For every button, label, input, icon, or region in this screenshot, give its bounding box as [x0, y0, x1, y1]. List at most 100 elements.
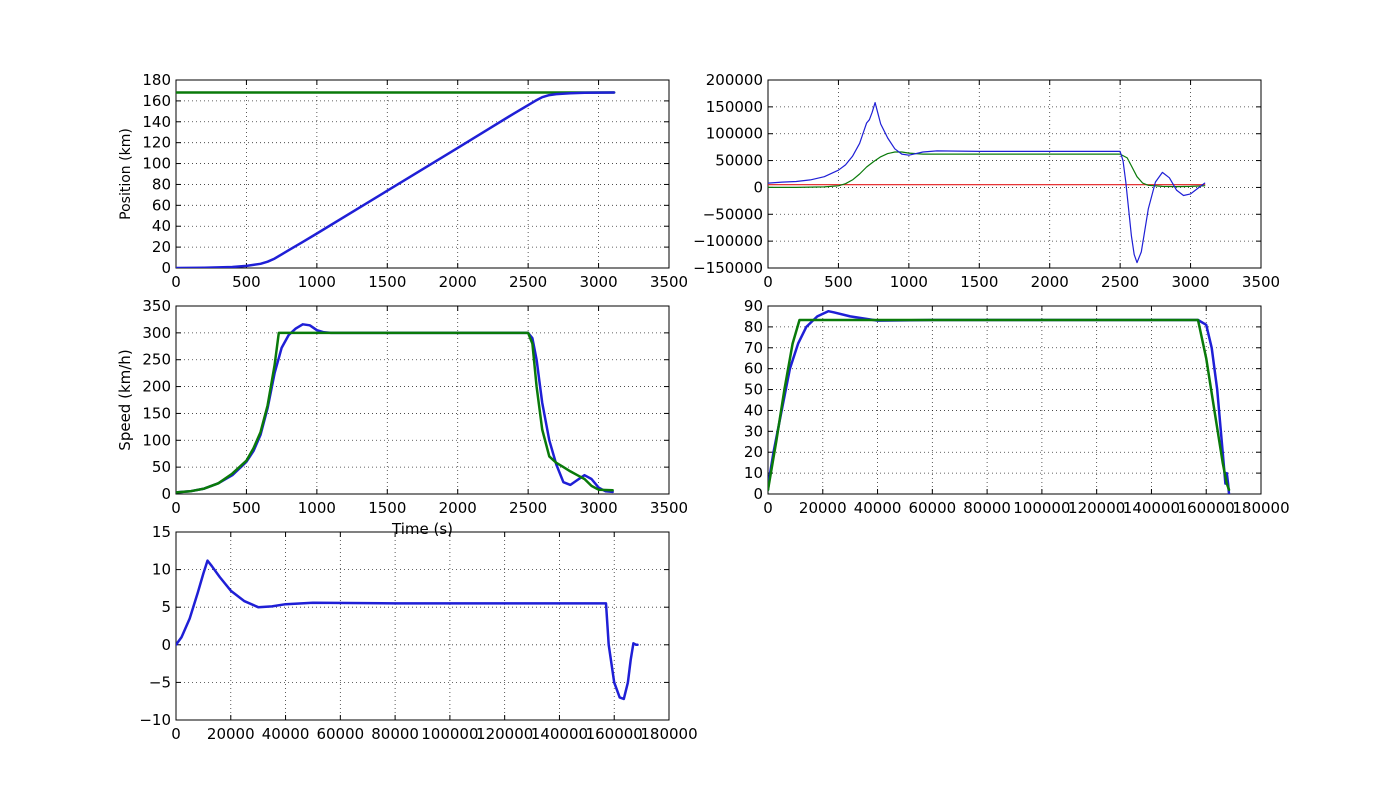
y-tick-label: 50: [152, 458, 171, 476]
series-group: [176, 559, 639, 701]
y-tick-label: 150000: [706, 98, 763, 116]
y-tick-label: 15: [152, 523, 171, 541]
x-tick-label: 180000: [640, 725, 697, 743]
y-tick-label: 0: [161, 636, 171, 654]
x-tick-label: 2000: [1031, 273, 1069, 291]
x-tick-label: 3000: [579, 273, 617, 291]
series-group: [768, 101, 1206, 264]
x-tick-label: 3500: [1242, 273, 1280, 291]
x-tick-label: 0: [171, 273, 181, 291]
y-tick-label: 160: [142, 92, 171, 110]
x-tick-label: 0: [171, 725, 181, 743]
y-tick-label: −50000: [703, 205, 763, 223]
plot-area: [175, 531, 670, 721]
plot-area: [767, 79, 1262, 269]
y-tick-label: 80: [744, 318, 763, 336]
series-line-1: [768, 318, 1231, 492]
series-line-1: [768, 151, 1206, 188]
subplot-bottom: 0 20000 40000 60000 80000 1000001200001400001…: [139, 523, 697, 743]
x-tick-label: 100000: [1013, 499, 1070, 517]
x-tick-label: 80000: [371, 725, 419, 743]
y-tick-label: 50: [744, 381, 763, 399]
y-tick-label: 10: [744, 464, 763, 482]
x-tick-label: 0: [171, 499, 181, 517]
y-tick-label: −5: [149, 673, 171, 691]
series-group: [176, 91, 616, 268]
x-tick-label: 120000: [476, 725, 533, 743]
x-tick-label: 80000: [963, 499, 1011, 517]
x-tick-label: 1500: [368, 273, 406, 291]
x-tick-label: 500: [232, 273, 261, 291]
subplot-mid-right: 0 20000 40000 60000 80000 1000001200001400001…: [744, 297, 1290, 517]
y-tick-label: 0: [161, 485, 171, 503]
x-tick-label: 0: [763, 273, 773, 291]
x-tick-label: 140000: [1123, 499, 1180, 517]
y-tick-label: −150000: [693, 259, 763, 277]
x-tick-label: 0: [763, 499, 773, 517]
series-line-2: [768, 101, 1206, 264]
y-tick-label: 70: [744, 339, 763, 357]
x-tick-label: 1500: [960, 273, 998, 291]
x-tick-label: 3500: [650, 273, 688, 291]
x-tick-label: 2500: [1101, 273, 1139, 291]
x-tick-label: 2000: [439, 499, 477, 517]
x-tick-label: 20000: [799, 499, 847, 517]
y-tick-label: 40: [744, 401, 763, 419]
y-tick-label: 50000: [715, 152, 763, 170]
y-tick-label: 150: [142, 404, 171, 422]
y-tick-label: 200000: [706, 71, 763, 89]
x-tick-label: 3000: [579, 499, 617, 517]
y-tick-label: 0: [161, 259, 171, 277]
y-tick-label: 20: [152, 238, 171, 256]
plot-area: [767, 305, 1262, 495]
y-tick-label: 100: [142, 155, 171, 173]
x-tick-label: 140000: [531, 725, 588, 743]
y-tick-label: 300: [142, 324, 171, 342]
y-tick-label: 100: [142, 431, 171, 449]
y-tick-label: 140: [142, 113, 171, 131]
x-tick-label: 1000: [298, 499, 336, 517]
y-tick-label: 250: [142, 351, 171, 369]
x-tick-label: 3500: [650, 499, 688, 517]
x-tick-label: 180000: [1232, 499, 1289, 517]
y-tick-label: 100000: [706, 125, 763, 143]
x-tick-label: 100000: [421, 725, 478, 743]
x-tick-label: 40000: [854, 499, 902, 517]
subplot-position: 0 500 1000 1500 2000 2500 3000 3500020406080100…: [118, 71, 688, 291]
y-tick-label: 180: [142, 71, 171, 89]
y-tick-label: 80: [152, 175, 171, 193]
y-tick-label: −100000: [693, 232, 763, 250]
y-tick-label: 0: [753, 178, 763, 196]
y-tick-label: 5: [161, 598, 171, 616]
y-tick-label: 20: [744, 443, 763, 461]
x-tick-label: 500: [232, 499, 261, 517]
y-tick-label: 90: [744, 297, 763, 315]
y-axis-label: Position (km): [118, 128, 134, 220]
x-axis-label: Time (s): [391, 520, 453, 538]
x-tick-label: 60000: [316, 725, 364, 743]
series-line-1: [176, 91, 616, 268]
x-tick-label: 120000: [1068, 499, 1125, 517]
x-tick-label: 160000: [586, 725, 643, 743]
plot-area: [175, 79, 670, 269]
y-tick-label: 60: [744, 360, 763, 378]
x-tick-label: 2500: [509, 499, 547, 517]
x-tick-label: 3000: [1171, 273, 1209, 291]
x-tick-label: 20000: [207, 725, 255, 743]
x-tick-label: 60000: [908, 499, 956, 517]
x-tick-label: 500: [824, 273, 853, 291]
series-group: [768, 309, 1231, 494]
y-tick-label: 10: [152, 561, 171, 579]
y-tick-label: 200: [142, 378, 171, 396]
x-tick-label: 1500: [368, 499, 406, 517]
series-group: [176, 323, 614, 494]
x-tick-label: 40000: [262, 725, 310, 743]
plot-area: [175, 305, 670, 495]
y-tick-label: −10: [139, 711, 171, 729]
y-tick-label: 40: [152, 217, 171, 235]
x-tick-label: 2000: [439, 273, 477, 291]
x-tick-label: 160000: [1178, 499, 1235, 517]
series-line-1: [176, 331, 614, 494]
subplot-top-right: 0 500 1000 1500 2000 2500 3000 3500 −150000 −1000…: [693, 71, 1280, 291]
